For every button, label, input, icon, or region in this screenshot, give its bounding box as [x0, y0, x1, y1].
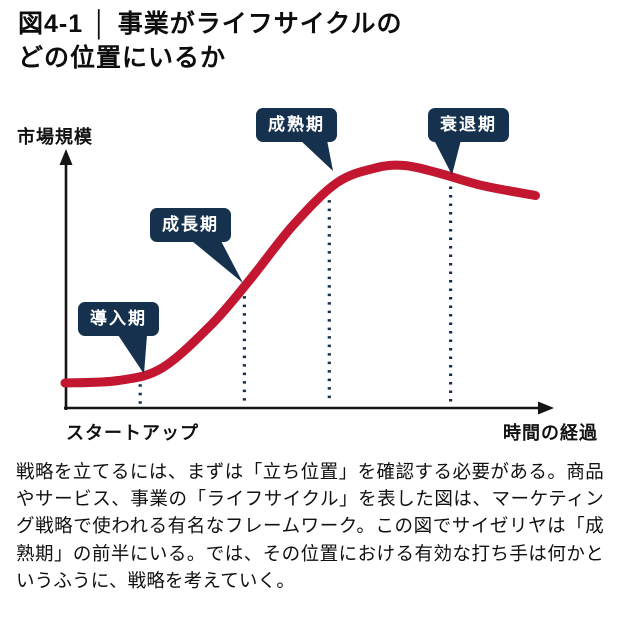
callout-maturity-phase: 成熟期: [256, 108, 337, 143]
callout-tail: [118, 335, 147, 374]
y-axis-arrow: [59, 149, 73, 165]
callout-decline-phase: 衰退期: [428, 108, 509, 143]
title-separator: │: [92, 10, 109, 38]
callout-tail: [300, 140, 333, 171]
y-axis-label: 市場規模: [17, 127, 93, 147]
title-line1: 事業がライフサイクルの: [117, 10, 403, 38]
x-axis-label: 時間の経過: [503, 423, 598, 443]
x-axis-start-label: スタートアップ: [66, 423, 199, 443]
callout-tail: [192, 241, 243, 283]
x-axis-arrow: [538, 401, 554, 415]
callout-introduction-phase: 導入期: [78, 302, 159, 337]
lifecycle-curve: [60, 160, 540, 388]
caption-text: 戦略を立てるには、まずは「立ち位置」を確認する必要がある。商品やサービス、事業の…: [16, 461, 604, 591]
callout-tail: [434, 140, 461, 175]
page-title: 図4-1 │ 事業がライフサイクルの どの位置にいるか: [18, 8, 403, 75]
figure-label: 図4-1: [18, 10, 84, 38]
title-line2: どの位置にいるか: [18, 43, 227, 72]
callout-growth-phase: 成長期: [150, 208, 231, 243]
